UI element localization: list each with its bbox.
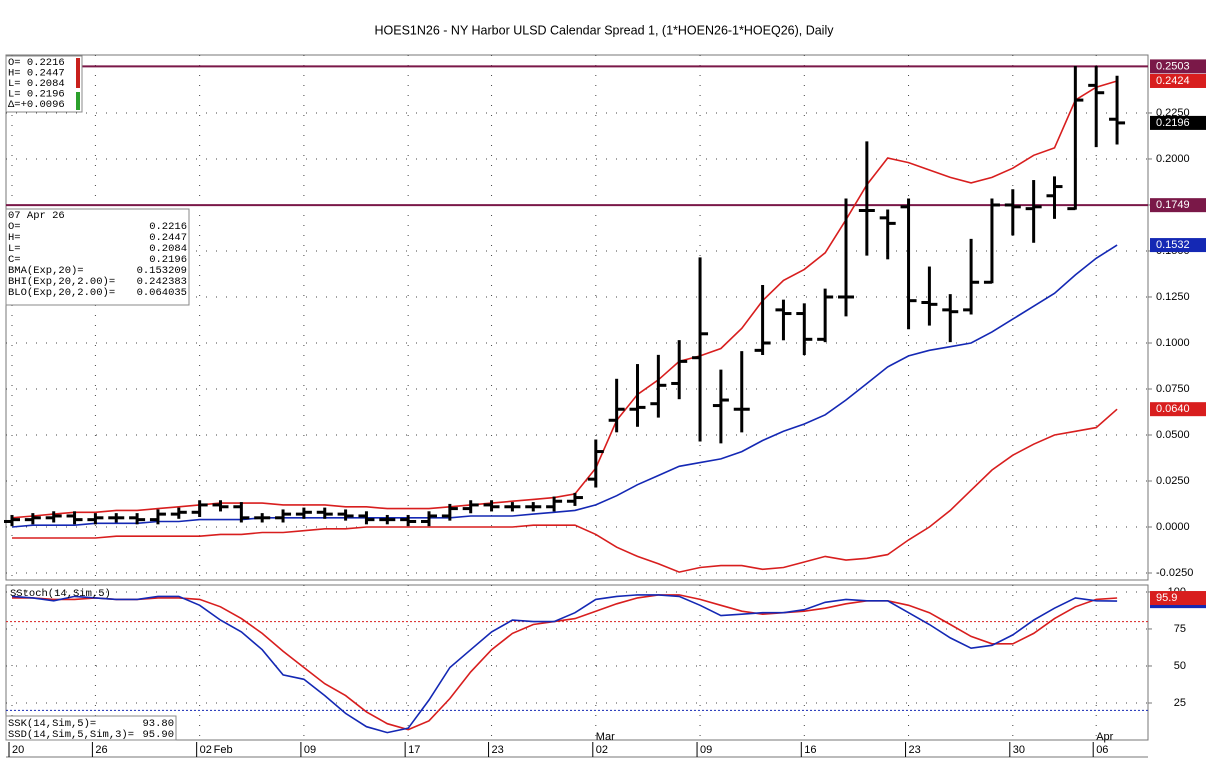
stoch-info-label: SSD(14,Sim,5,Sim,3)=: [8, 729, 134, 741]
info-label: L=: [8, 243, 21, 255]
y-tick-label: 0.1000: [1156, 337, 1190, 349]
price-badge-label: 0.2424: [1156, 75, 1190, 87]
price-badge: [1150, 238, 1206, 253]
info-value: 0.2447: [149, 232, 187, 244]
y-tick-label: 0.0500: [1156, 429, 1190, 441]
info-label: C=: [8, 254, 21, 266]
price-badge: [1150, 198, 1206, 213]
x-tick-label: 09: [304, 744, 316, 756]
info-date: 07 Apr 26: [8, 210, 65, 222]
price-badge-label: 0.0640: [1156, 403, 1190, 415]
price-badge: [1150, 591, 1206, 606]
x-tick-label: 09: [700, 744, 712, 756]
month-label: Feb: [214, 744, 233, 756]
y-tick-label: -0.0250: [1156, 567, 1193, 579]
x-tick-label: 20: [12, 744, 24, 756]
price-badge-label: 0.2503: [1156, 60, 1190, 72]
x-tick-label: 02: [200, 744, 212, 756]
quote-box: [5, 55, 83, 113]
stoch-info-value: 93.80: [142, 718, 174, 730]
info-value: 0.153209: [137, 265, 187, 277]
y-tick-label: 25: [1174, 697, 1186, 709]
quote-text: L= 0.2084: [8, 78, 65, 90]
price-badge-label: 0.1749: [1156, 199, 1190, 211]
price-badge: [1150, 59, 1206, 74]
x-tick-label: 30: [1013, 744, 1025, 756]
band-line: [11, 80, 1118, 519]
info-value: 0.2084: [149, 243, 187, 255]
y-tick-label: 0.0250: [1156, 475, 1190, 487]
x-tick-label: 26: [95, 744, 107, 756]
price-badge: [1150, 402, 1206, 417]
price-badge-label: 95.9: [1156, 592, 1177, 604]
x-tick-label: 23: [909, 744, 921, 756]
info-label: O=: [8, 221, 21, 233]
y-tick-label: 75: [1174, 623, 1186, 635]
info-value: 0.064035: [137, 287, 187, 299]
info-value: 0.2196: [149, 254, 187, 266]
stoch-panel: [5, 584, 1149, 741]
y-tick-label: 0.1250: [1156, 291, 1190, 303]
y-tick-label: 0.0750: [1156, 383, 1190, 395]
quote-text: H= 0.2447: [8, 67, 65, 79]
quote-icon-down: [76, 92, 80, 110]
stoch-info-label: SSK(14,Sim,5)=: [8, 718, 96, 730]
overlay-boxes: 0.2503 0.1749 0.1532 0.2424 0.0640 0.2196 93.8…: [5, 55, 1206, 741]
price-badge-label: 0.1532: [1156, 239, 1190, 251]
price-badge-label: 0.2196: [1156, 117, 1190, 129]
band-line: [12, 408, 1118, 573]
quote-text: L= 0.2196: [8, 88, 65, 100]
marks: 0.22500.20000.17500.15000.12500.10000.07…: [4, 55, 1193, 757]
quote-text: O= 0.2216: [8, 57, 65, 69]
info-label: BHI(Exp,20,2.00)=: [8, 276, 115, 288]
info-label: BMA(Exp,20)=: [8, 265, 84, 277]
y-tick-label: 0.2000: [1156, 153, 1190, 165]
x-tick-label: 06: [1096, 744, 1108, 756]
x-tick-label: 16: [804, 744, 816, 756]
info-box: [5, 208, 190, 306]
info-value: 0.242383: [137, 276, 187, 288]
quote-icon-up: [76, 58, 80, 88]
stoch-info-box: [5, 715, 177, 741]
x-tick-label: 02: [596, 744, 608, 756]
stoch-title: SStoch(14,Sim,5): [10, 588, 111, 600]
band-line: [11, 244, 1118, 528]
x-tick-label: 17: [408, 744, 420, 756]
stoch-line: [11, 594, 1118, 734]
month-label: Mar: [596, 731, 615, 743]
y-tick-label: 0.0000: [1156, 521, 1190, 533]
x-tick-label: 23: [492, 744, 504, 756]
info-label: H=: [8, 232, 21, 244]
month-label: Apr: [1096, 731, 1113, 743]
stoch-info-value: 95.90: [142, 729, 174, 741]
info-value: 0.2216: [149, 221, 187, 233]
price-badge: [1150, 115, 1206, 130]
y-tick-label: 50: [1174, 660, 1186, 672]
price-badge: [1150, 73, 1206, 88]
quote-text: Δ=+0.0096: [8, 99, 65, 111]
price-panel: [5, 54, 1149, 581]
y-tick-label: 0.2250: [1156, 107, 1190, 119]
stoch-line: [12, 594, 1118, 731]
chart-title: HOES1N26 - NY Harbor ULSD Calendar Sprea…: [375, 23, 835, 37]
info-label: BLO(Exp,20,2.00)=: [8, 287, 115, 299]
